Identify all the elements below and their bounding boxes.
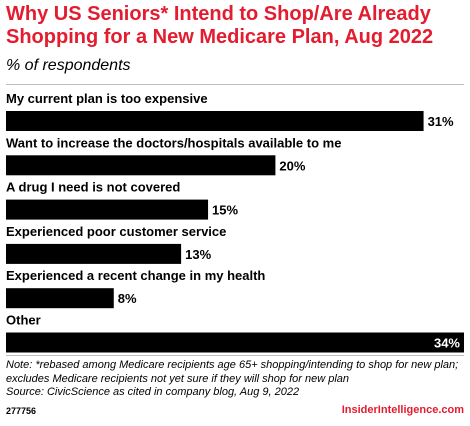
- bar-my-current-plan-is-too-expensive: [6, 111, 424, 131]
- category-label-my-current-plan-is-too-expensive: My current plan is too expensive: [6, 91, 208, 106]
- category-label-other: Other: [6, 313, 41, 328]
- value-label-my-current-plan-is-too-expensive: 31%: [428, 114, 454, 129]
- category-label-experienced-a-recent-change-in-my-health: Experienced a recent change in my health: [6, 268, 265, 283]
- bar-experienced-poor-customer-service: [6, 243, 182, 264]
- chart-subtitle: % of respondents: [6, 57, 131, 74]
- chart-id: 277756: [6, 406, 37, 416]
- chart-note: Note: *rebased among Medicare recipients…: [6, 359, 466, 400]
- category-label-experienced-poor-customer-service: Experienced poor customer service: [6, 224, 226, 239]
- category-label-a-drug-i-need-is-not-covered: A drug I need is not covered: [6, 180, 180, 195]
- bottom-divider: [6, 355, 464, 356]
- bar-other: [6, 332, 464, 353]
- note-text: Note: *rebased among Medicare recipients…: [6, 359, 459, 385]
- bar-want-to-increase-the-doctors-hospitals-available-to-me: [6, 155, 276, 176]
- bar-experienced-a-recent-change-in-my-health: [6, 288, 114, 309]
- source-text: Source: CivicScience as cited in company…: [6, 386, 300, 398]
- bar-chart: My current plan is too expensive 31% Want …: [6, 91, 464, 353]
- category-label-want-to-increase-the-doctors-hospitals-available-to-me: Want to increase the doctors/hospitals a…: [6, 135, 341, 150]
- top-divider: [6, 84, 464, 85]
- value-label-want-to-increase-the-doctors-hospitals-available-to-me: 20%: [279, 158, 305, 173]
- value-label-a-drug-i-need-is-not-covered: 15%: [212, 203, 238, 218]
- bar-a-drug-i-need-is-not-covered: [6, 199, 209, 220]
- value-label-other: 34%: [434, 336, 460, 351]
- brand-logo: InsiderIntelligence.com: [341, 404, 464, 416]
- value-label-experienced-a-recent-change-in-my-health: 8%: [118, 291, 137, 306]
- chart-title: Why US Seniors* Intend to Shop/Are Alrea…: [6, 3, 434, 48]
- value-label-experienced-poor-customer-service: 13%: [185, 247, 211, 262]
